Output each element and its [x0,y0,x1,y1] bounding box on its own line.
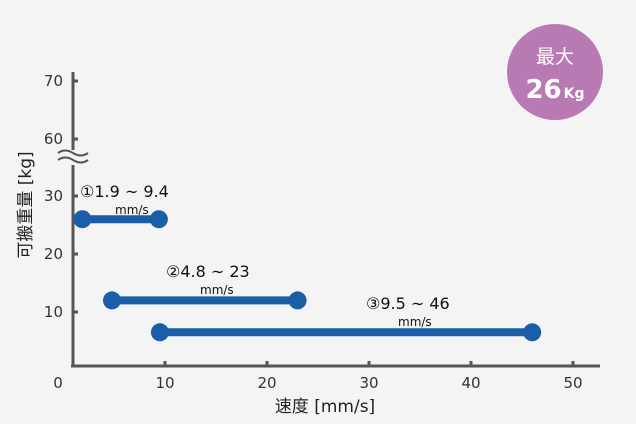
range-bar-start-point [102,291,121,310]
badge-line1: 最大 [536,46,574,68]
range-bar-start-point [73,210,92,229]
x-tick-label: 30 [359,374,378,392]
range-label: ③9.5 ~ 46 [366,294,450,313]
x-tick-label: 20 [257,374,276,392]
range-label: ②4.8 ~ 23 [166,262,250,281]
badge-circle [507,24,603,120]
range-bar-end-point [149,210,168,229]
badge-value-line: 26 Kg [525,75,584,105]
x-tick-label: 10 [155,374,174,392]
axis-break-mark-bottom [57,156,89,164]
y-tick-label: 60 [44,130,63,148]
max-load-badge: 最大 26 Kg [507,24,603,120]
y-tick-label: 20 [44,245,63,263]
axes-group [57,72,600,368]
y-tick-label: 30 [44,187,63,205]
range-unit-label: mm/s [115,203,149,217]
range-bar-end-point [523,323,542,342]
y-tick-label: 70 [44,72,63,90]
x-axis-title: 速度 [mm/s] [275,397,375,417]
range-bar-start-point [150,323,169,342]
x-tick-label: 50 [563,374,582,392]
range-unit-label: mm/s [398,315,432,329]
y-tick-label: 10 [44,303,63,321]
range-bars-group: ①1.9 ~ 9.4 mm/s ②4.8 ~ 23 mm/s ③9.5 ~ 46 mm/s [73,182,542,342]
badge-value: 26 [525,75,561,105]
y-axis-title: 可搬重量 [kg] [16,151,36,258]
axis-break-mark-top [57,149,89,157]
x-tick-label: 40 [461,374,480,392]
badge-unit: Kg [564,86,585,102]
x-tick-label: 0 [53,374,63,392]
range-unit-label: mm/s [200,283,234,297]
range-bar-end-point [288,291,307,310]
ticks-group: 0 10 20 30 40 50 10 20 30 60 70 [44,72,583,392]
range-label: ①1.9 ~ 9.4 [80,182,169,201]
